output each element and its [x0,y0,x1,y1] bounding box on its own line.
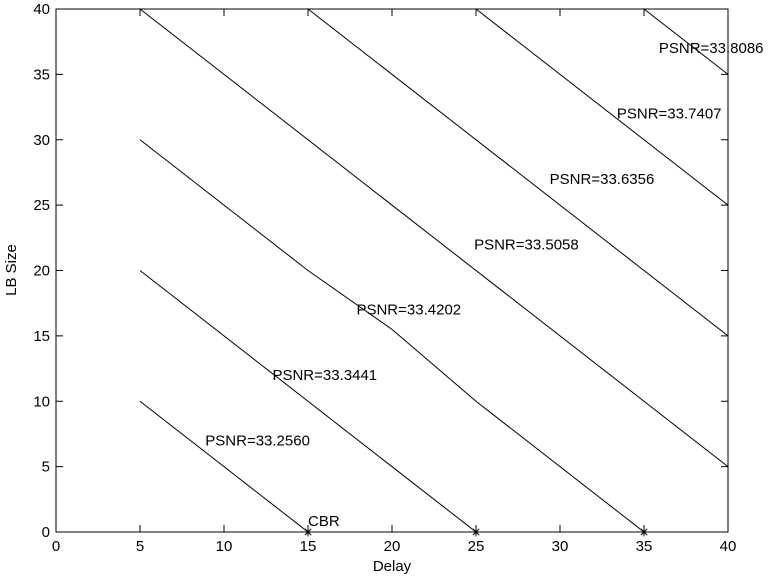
contour-label-1: PSNR=33.2560 [205,432,310,449]
contour-label-2: PSNR=33.3441 [272,367,377,384]
x-tick-label: 5 [136,538,144,555]
contour-line-4 [139,9,728,468]
star-marker [303,527,313,537]
contour-label-5: PSNR=33.6356 [550,171,655,188]
x-tick-label: 30 [552,538,569,555]
contour-line-6 [475,9,728,206]
contour-line-1 [139,400,309,532]
y-tick-label: 35 [33,66,50,83]
series-layer [139,9,728,532]
contour-line-3 [139,139,645,532]
contour-label-6: PSNR=33.7407 [617,106,722,123]
y-tick-label: 40 [33,1,50,18]
x-tick-label: 0 [52,538,60,555]
contour-line-7 [643,9,728,75]
star-marker [471,527,481,537]
x-tick-label: 40 [720,538,737,555]
contour-label-3: PSNR=33.4202 [356,302,461,319]
y-tick-label: 10 [33,393,50,410]
y-tick-label: 20 [33,263,50,280]
y-axis-label: LB Size [3,244,20,296]
ticks-layer: 0 5 10 15 20 25 30 35 40 0 5 10 15 20 25 30 35 40 [33,1,736,555]
contour-label-7: PSNR=33.8086 [659,40,764,57]
x-axis-label: Delay [373,558,412,575]
x-tick-label: 15 [300,538,317,555]
y-tick-label: 0 [42,524,50,541]
x-tick-label: 10 [216,538,233,555]
contour-line-2 [139,270,477,532]
x-tick-label: 35 [636,538,653,555]
markers-layer: CBR [303,513,649,537]
x-tick-label: 20 [384,538,401,555]
y-tick-label: 30 [33,132,50,149]
cbr-annotation: CBR [308,513,340,530]
contour-line-5 [307,9,728,337]
contour-labels-layer: PSNR=33.2560 PSNR=33.3441 PSNR=33.4202 PSNR… [205,40,763,449]
x-tick-label: 25 [468,538,485,555]
y-tick-label: 5 [42,459,50,476]
contour-label-4: PSNR=33.5058 [474,236,579,253]
y-tick-label: 15 [33,328,50,345]
y-tick-label: 25 [33,197,50,214]
star-marker [639,527,649,537]
